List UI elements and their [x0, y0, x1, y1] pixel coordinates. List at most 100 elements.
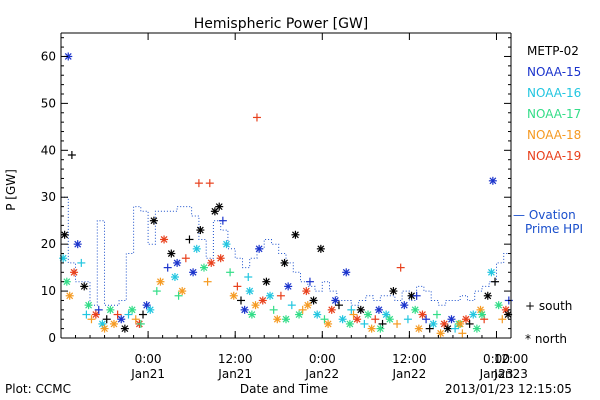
data-point-south — [67, 151, 76, 159]
data-point-north — [436, 329, 445, 338]
data-point-north — [120, 324, 129, 333]
x-tick-label-time: 0:00 — [483, 352, 510, 366]
marker-stroke — [64, 53, 72, 60]
marker-stroke — [357, 306, 365, 314]
data-point-north — [443, 324, 452, 333]
marker-stroke — [252, 301, 259, 309]
marker-south-legend: + south — [525, 299, 572, 313]
data-point-south — [205, 179, 214, 188]
marker-stroke — [339, 315, 347, 323]
data-point-north — [170, 273, 179, 281]
data-point-north — [382, 310, 391, 319]
data-point-north — [389, 287, 398, 296]
data-point-south — [237, 296, 245, 305]
marker-stroke — [304, 301, 312, 309]
marker-stroke — [469, 311, 477, 318]
data-point-north — [229, 291, 238, 300]
data-point-north — [353, 315, 362, 324]
data-point-north — [324, 319, 333, 328]
data-point-north — [477, 310, 486, 319]
marker-stroke — [477, 306, 484, 314]
data-point-north — [400, 301, 409, 310]
data-point-north — [73, 240, 82, 249]
data-point-south — [287, 301, 296, 310]
marker-stroke — [98, 320, 106, 328]
marker-stroke — [313, 311, 321, 318]
data-point-north — [447, 315, 456, 324]
x-tick-label-date: Jan22 — [391, 367, 426, 381]
marker-stroke — [368, 325, 376, 333]
data-point-south — [371, 315, 380, 324]
data-point-north — [487, 268, 496, 277]
x-tick-label-time: 0:00 — [135, 352, 162, 366]
data-point-south — [298, 305, 307, 314]
marker-stroke — [429, 320, 437, 328]
data-point-south — [425, 324, 434, 333]
data-point-north — [280, 258, 289, 267]
data-point-south — [181, 254, 190, 263]
marker-stroke — [110, 320, 118, 328]
data-point-south — [393, 319, 402, 328]
ovation-legend-line1: — Ovation — [513, 208, 576, 222]
data-point-south — [498, 315, 507, 324]
data-point-north — [240, 305, 249, 314]
marker-stroke — [74, 240, 82, 248]
data-point-north — [291, 230, 300, 239]
legend-entry: NOAA-15 — [527, 65, 581, 79]
x-tick-label-time: 0:00 — [309, 352, 336, 366]
data-point-north — [342, 268, 351, 277]
chart-title: Hemispheric Power [GW] — [194, 16, 369, 32]
marker-stroke — [217, 254, 225, 262]
marker-stroke — [167, 250, 175, 257]
data-point-north — [245, 287, 254, 296]
data-point-north — [192, 244, 201, 253]
marker-stroke — [408, 292, 415, 300]
data-point-south — [77, 258, 86, 267]
x-tick-label-date: Jan22 — [304, 367, 339, 381]
marker-stroke — [246, 287, 254, 295]
y-tick-label: 30 — [41, 190, 56, 204]
marker-stroke — [92, 311, 100, 318]
marker-stroke — [255, 245, 263, 253]
y-tick-label: 10 — [41, 284, 56, 298]
legend-entry: METP-02 — [527, 44, 579, 58]
marker-stroke — [415, 325, 423, 333]
legend-entry: NOAA-19 — [527, 149, 581, 163]
marker-stroke — [295, 311, 303, 318]
marker-stroke — [504, 311, 512, 318]
data-point-north — [374, 305, 383, 314]
data-point-south — [432, 310, 441, 319]
marker-stroke — [241, 306, 249, 314]
marker-stroke — [292, 231, 299, 239]
marker-stroke — [328, 306, 336, 314]
data-point-north — [142, 301, 151, 310]
marker-stroke — [487, 268, 495, 276]
data-point-south — [412, 291, 421, 300]
marker-stroke — [419, 311, 426, 318]
data-point-south — [82, 310, 91, 319]
marker-stroke — [223, 240, 230, 248]
ovation-hpi-line — [61, 196, 511, 306]
data-point-north — [469, 310, 478, 319]
data-point-north — [106, 305, 115, 314]
marker-stroke — [128, 306, 136, 314]
data-point-north — [178, 287, 187, 296]
y-tick-label: 60 — [41, 49, 56, 63]
marker-stroke — [230, 292, 238, 300]
data-point-south — [269, 305, 278, 314]
legend-entry: NOAA-18 — [527, 128, 581, 142]
axes-layer: 01020304050600:00Jan2112:00Jan210:00Jan2… — [41, 32, 528, 381]
data-point-north — [440, 319, 449, 328]
data-point-north — [247, 310, 256, 319]
data-point-north — [128, 305, 137, 314]
marker-stroke — [150, 217, 158, 225]
data-point-north — [210, 207, 219, 216]
data-point-north — [146, 305, 155, 314]
data-point-north — [62, 277, 71, 286]
marker-stroke — [173, 259, 181, 267]
data-point-north — [262, 277, 271, 286]
marker-stroke — [502, 306, 510, 314]
marker-stroke — [284, 282, 292, 290]
ovation-layer — [61, 196, 511, 306]
data-point-south — [139, 310, 148, 319]
